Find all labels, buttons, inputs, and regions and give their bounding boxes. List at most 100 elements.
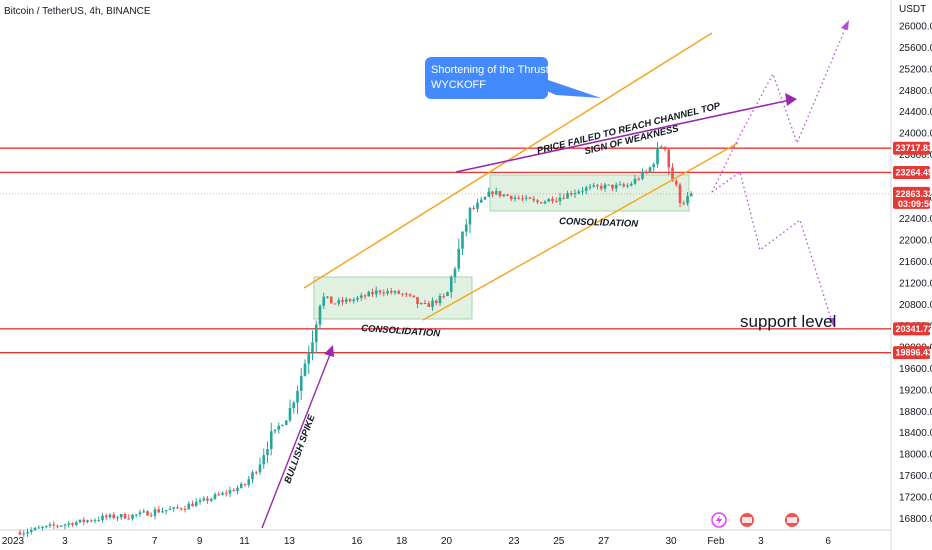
candle-body [607, 184, 611, 186]
price-tag-label-4: 19896.43 [896, 348, 932, 358]
price-tag-2 [893, 186, 930, 209]
candle-body [56, 525, 59, 527]
callout-line-1: Shortening of the Thrust [431, 64, 549, 76]
price-tick-12: 20800.00 [899, 300, 932, 311]
candle-body [93, 520, 97, 522]
candle-body [551, 198, 554, 202]
candle-body [104, 515, 108, 518]
candle-body [318, 305, 322, 325]
candle-body [187, 503, 191, 510]
time-tick-4: 9 [197, 536, 203, 547]
candle-body [592, 185, 596, 187]
candle-body [277, 425, 281, 430]
candle-body [637, 178, 641, 180]
price-tick-6: 23600.00 [899, 150, 932, 161]
candle-body [191, 503, 194, 507]
price-tick-16: 19200.00 [899, 385, 932, 396]
bullish-projection-arrow-head [841, 20, 849, 30]
wyckoff-callout: Shortening of the Thrust WYCKOFF [425, 57, 601, 99]
price-tag-4 [893, 346, 930, 360]
candle-body [689, 193, 693, 197]
candle-body [228, 490, 232, 494]
price-tag-3 [893, 322, 930, 336]
candle-body [686, 196, 689, 204]
candle-body [127, 518, 131, 520]
candle-body [337, 300, 341, 304]
candle-body [494, 191, 498, 195]
candle-body [611, 184, 614, 189]
candle-body [401, 293, 404, 295]
candle-body [22, 533, 26, 535]
time-axis-labels: 2023 3 5 7 9 11 13 16 18 20 23 25 27 30 Feb 3 6 [2, 536, 832, 547]
price-tick-0: 26000.00 [899, 22, 932, 33]
candle-body [573, 193, 577, 195]
candle-body [239, 483, 243, 488]
candle-body [408, 294, 412, 296]
purple-resistance-line [455, 99, 791, 173]
candle-body [44, 525, 48, 528]
candle-body [344, 299, 348, 303]
candle-body [74, 522, 78, 526]
us-flag-stripes-icon-1 [742, 517, 752, 523]
candle-body [386, 291, 389, 294]
candle-body [37, 527, 41, 529]
consolidation-box-2 [489, 174, 690, 212]
bearish-projection-arrow-head [828, 318, 835, 327]
time-tick-13: 30 [665, 536, 677, 547]
price-tick-1: 25600.00 [899, 43, 932, 54]
channel-bottom-line [422, 142, 739, 321]
candle-body [614, 184, 618, 189]
candle-body [449, 277, 453, 293]
candle-body [423, 303, 427, 305]
candle-body [71, 523, 74, 526]
price-tick-18: 18400.00 [899, 428, 932, 439]
price-tick-22: 16800.00 [899, 514, 932, 525]
callout-pointer [540, 80, 601, 98]
candle-body [652, 164, 656, 168]
lightning-glyph-icon [716, 515, 722, 525]
candle-body [243, 483, 247, 485]
candle-body [633, 178, 637, 184]
candle-body [446, 292, 449, 296]
candle-body [303, 363, 307, 376]
candle-body [404, 293, 408, 295]
candle-body [566, 193, 569, 199]
price-tick-21: 17200.00 [899, 492, 932, 503]
candle-body [464, 224, 468, 232]
time-tick-9: 20 [441, 536, 453, 547]
candle-body [329, 296, 333, 304]
candle-body [618, 184, 622, 186]
candle-body [251, 472, 254, 480]
candle-body [427, 303, 431, 307]
candle-body [393, 291, 397, 293]
candle-body [674, 180, 678, 185]
candle-body [682, 202, 686, 204]
candle-body [528, 197, 532, 199]
candle-body [18, 532, 22, 535]
candle-body [539, 202, 543, 204]
candle-body [63, 524, 67, 526]
candle-body [472, 207, 476, 209]
candle-body [671, 167, 674, 181]
candle-body [119, 514, 123, 518]
chart-title: Bitcoin / TetherUS, 4h, BINANCE [4, 6, 151, 17]
price-tag-label-1: 23264.45 [896, 167, 932, 177]
candle-body [641, 171, 644, 179]
consolidation-box-1 [313, 276, 473, 320]
candle-body [33, 527, 37, 530]
time-tick-15: 3 [758, 536, 764, 547]
candle-body [78, 519, 82, 523]
time-tick-5: 11 [239, 536, 250, 547]
candle-body [389, 291, 393, 293]
countdown-label: 03:09:56 [898, 199, 932, 209]
candle-body [123, 514, 127, 519]
horizontal-levels [0, 147, 891, 354]
candle-body [202, 498, 206, 501]
candle-body [67, 523, 71, 525]
candle-body [543, 201, 547, 204]
time-tick-8: 18 [396, 536, 408, 547]
candle-body [89, 520, 93, 522]
candle-body [532, 198, 536, 201]
price-tick-3: 24800.00 [899, 86, 932, 97]
